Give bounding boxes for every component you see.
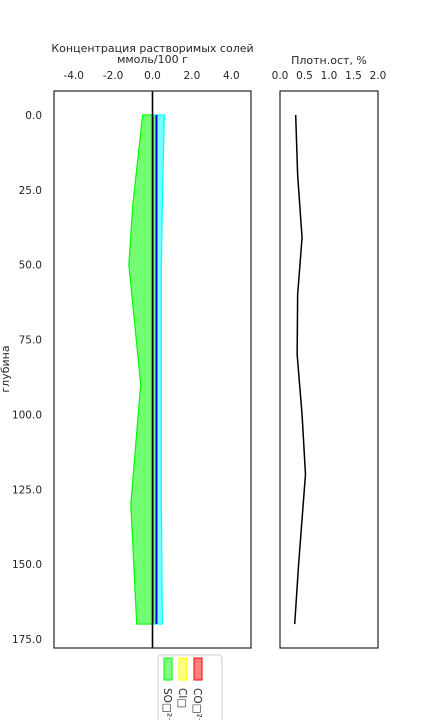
- panel2-x-tick-label: 2.0: [370, 70, 387, 82]
- legend: SO□²⁻□ Cl□ CO□²⁻: [157, 654, 223, 720]
- legend-label-2: CO□²⁻: [191, 688, 203, 720]
- panel2-x-tick-label: 1.0: [321, 70, 338, 82]
- panel1-y-tick-label: 75.0: [19, 335, 42, 347]
- panel2-x-tick-label: 0.0: [272, 70, 289, 82]
- panel1-title: Концентрация растворимых солей: [51, 42, 253, 55]
- panel1-y-tick-label: 175.0: [12, 634, 42, 646]
- panel1-x-tick-label: -2.0: [103, 70, 124, 82]
- panel1-y-tick-label: 150.0: [12, 559, 42, 571]
- legend-label-1: Cl□: [176, 688, 188, 708]
- panel1-y-tick-label: 50.0: [19, 260, 42, 272]
- panel1-series: [128, 91, 165, 648]
- legend-swatch-1: [178, 657, 188, 681]
- panel1-x-tick-label: -4.0: [63, 70, 84, 82]
- salt-concentration-panel: Концентрация растворимых солей ммоль/100…: [0, 42, 254, 649]
- legend-swatch-2: [193, 657, 203, 681]
- panel1-x-tick-label: 0.0: [144, 70, 161, 82]
- panel1-x-tick-label: 2.0: [184, 70, 201, 82]
- panel2-x-ticks: 0.0 0.5 1.0 1.5 2.0: [272, 70, 387, 82]
- panel2-series: [293, 114, 307, 625]
- panel1-xlabel: ммоль/100 г: [117, 53, 188, 66]
- legend-box: [157, 654, 223, 720]
- panel1-x-ticks: -4.0 -2.0 0.0 2.0 4.0: [63, 70, 239, 82]
- panel2-title: Плотн.ост, %: [291, 54, 367, 67]
- panel1-frame: [53, 90, 252, 649]
- series-area-0: [128, 114, 154, 625]
- panel1-y-tick-label: 125.0: [12, 484, 42, 496]
- panel1-y-tick-label: 0.0: [25, 110, 42, 122]
- panel1-y-tick-label: 25.0: [19, 185, 42, 197]
- panel1-ylabel: глубина: [0, 345, 12, 392]
- dry-residue-line: [293, 114, 307, 625]
- panel1-x-tick-label: 4.0: [223, 70, 240, 82]
- panel1-y-ticks: 0.0 25.0 50.0 75.0 100.0 125.0 150.0 175.0: [12, 110, 42, 646]
- panel2-x-tick-label: 1.5: [345, 70, 362, 82]
- panel1-y-tick-label: 100.0: [12, 409, 42, 421]
- panel2-x-tick-label: 0.5: [296, 70, 313, 82]
- legend-label-0: SO□²⁻□: [161, 688, 173, 720]
- series-area-3: [151, 114, 165, 625]
- dry-residue-panel: Плотн.ост, % 0.0 0.5 1.0 1.5 2.0: [272, 54, 387, 649]
- panel2-frame: [279, 90, 379, 649]
- legend-swatch-0: [163, 657, 173, 681]
